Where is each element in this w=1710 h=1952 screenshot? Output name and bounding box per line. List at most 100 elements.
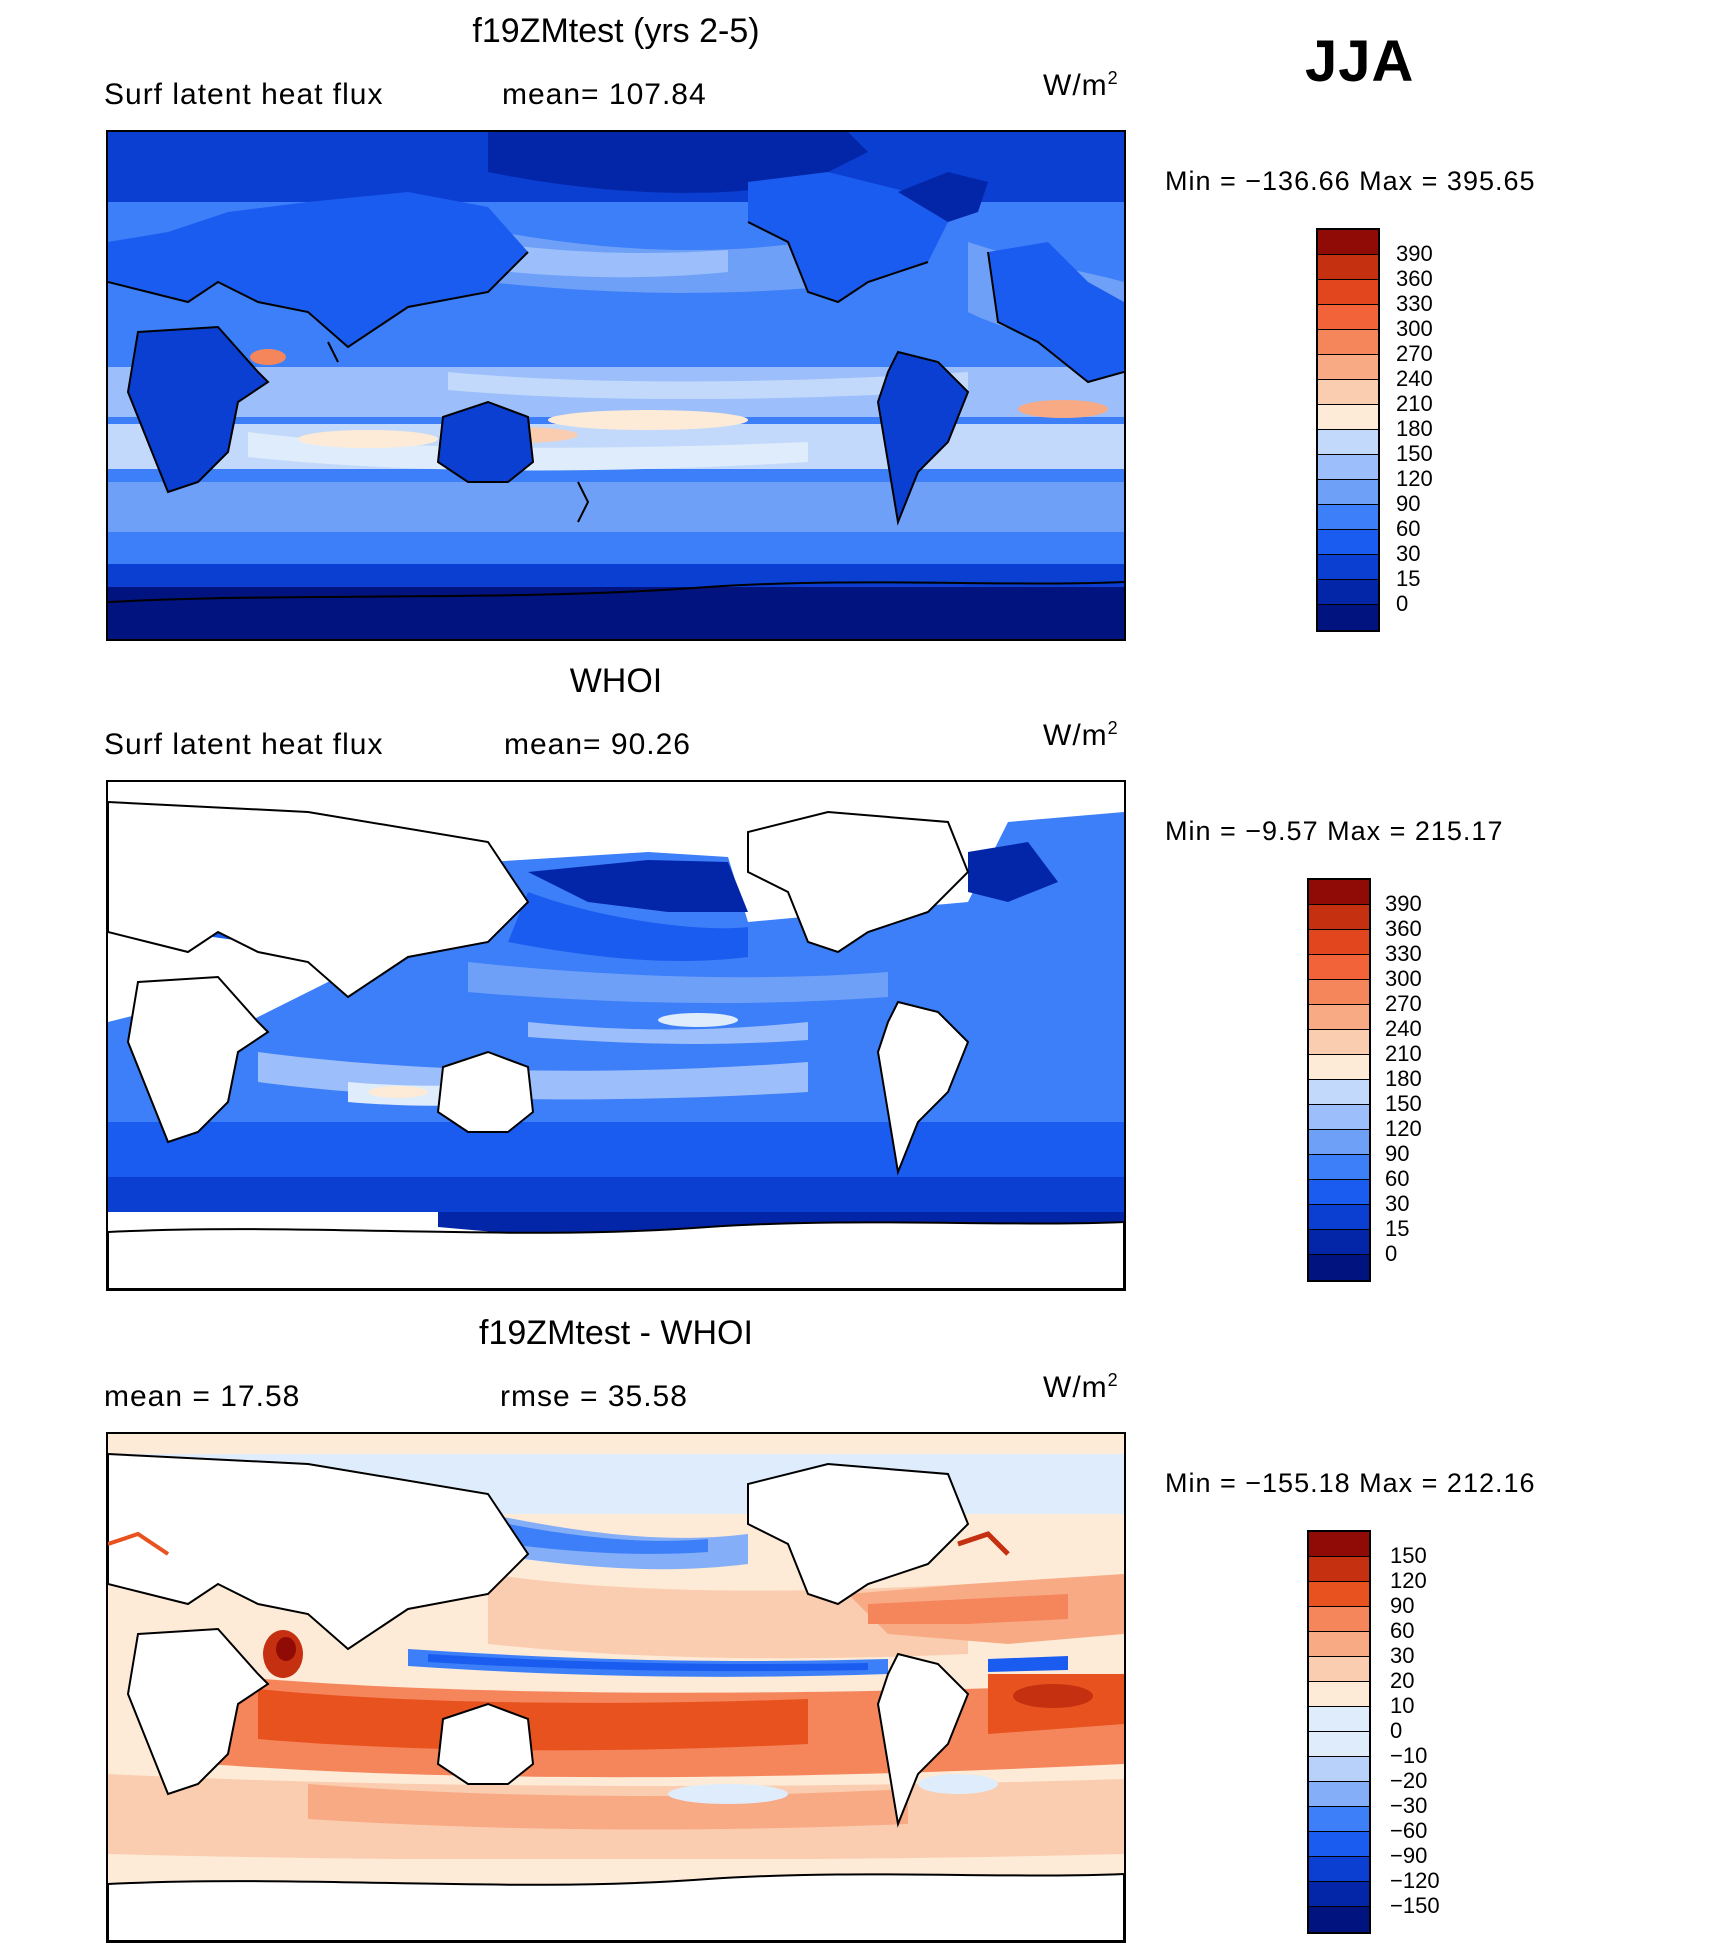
- colorbar-tick-label: 330: [1396, 290, 1433, 316]
- colorbar-swatch: [1309, 1607, 1369, 1632]
- panel-2-colorbar: [1307, 878, 1371, 1282]
- colorbar-tick-label: 180: [1385, 1065, 1422, 1091]
- colorbar-swatch: [1318, 455, 1378, 480]
- colorbar-swatch: [1309, 880, 1369, 905]
- colorbar-swatch: [1309, 1105, 1369, 1130]
- colorbar-swatch: [1309, 930, 1369, 955]
- colorbar-swatch: [1309, 1757, 1369, 1782]
- colorbar-swatch: [1318, 555, 1378, 580]
- colorbar-swatch: [1309, 1682, 1369, 1707]
- colorbar-tick-label: 210: [1385, 1040, 1422, 1066]
- colorbar-tick-label: 30: [1390, 1642, 1415, 1668]
- colorbar-tick-label: 15: [1385, 1215, 1410, 1241]
- panel-2-units: W/m2: [1043, 718, 1119, 752]
- colorbar-swatch: [1318, 380, 1378, 405]
- panel-2-title: WHOI: [569, 662, 663, 700]
- colorbar-swatch: [1309, 1582, 1369, 1607]
- colorbar-swatch: [1309, 1055, 1369, 1080]
- colorbar-tick-label: −20: [1390, 1767, 1428, 1793]
- colorbar-tick-label: 0: [1385, 1240, 1398, 1266]
- colorbar-tick-label: 120: [1390, 1567, 1427, 1593]
- colorbar-swatch: [1309, 1557, 1369, 1582]
- colorbar-swatch: [1309, 1782, 1369, 1807]
- colorbar-swatch: [1309, 1732, 1369, 1757]
- colorbar-swatch: [1309, 1907, 1369, 1932]
- difference-map: [108, 1434, 1124, 1941]
- colorbar-tick-label: 270: [1385, 990, 1422, 1016]
- colorbar-tick-label: 120: [1385, 1115, 1422, 1141]
- colorbar-tick-label: 30: [1385, 1190, 1410, 1216]
- colorbar-tick-label: 10: [1390, 1692, 1415, 1718]
- panel-3-title: f19ZMtest - WHOI: [479, 1314, 753, 1352]
- colorbar-swatch: [1309, 1832, 1369, 1857]
- colorbar-tick-label: 300: [1396, 315, 1433, 341]
- colorbar-swatch: [1309, 1632, 1369, 1657]
- colorbar-tick-label: 90: [1396, 490, 1421, 516]
- colorbar-tick-label: 270: [1396, 340, 1433, 366]
- colorbar-tick-label: 30: [1396, 540, 1421, 566]
- colorbar-swatch: [1309, 980, 1369, 1005]
- colorbar-tick-label: 180: [1396, 415, 1433, 441]
- colorbar-tick-label: 15: [1396, 565, 1421, 591]
- colorbar-tick-label: 390: [1385, 890, 1422, 916]
- colorbar-swatch: [1309, 1807, 1369, 1832]
- colorbar-swatch: [1318, 430, 1378, 455]
- panel-2-map: [106, 780, 1126, 1291]
- colorbar-tick-label: 0: [1390, 1717, 1403, 1743]
- colorbar-swatch: [1318, 580, 1378, 605]
- colorbar-swatch: [1318, 355, 1378, 380]
- colorbar-tick-label: 20: [1390, 1667, 1415, 1693]
- colorbar-swatch: [1318, 330, 1378, 355]
- colorbar-swatch: [1318, 280, 1378, 305]
- colorbar-tick-label: 150: [1385, 1090, 1422, 1116]
- colorbar-tick-label: 300: [1385, 965, 1422, 991]
- colorbar-tick-label: 60: [1385, 1165, 1410, 1191]
- colorbar-swatch: [1318, 405, 1378, 430]
- colorbar-tick-label: 330: [1385, 940, 1422, 966]
- colorbar-tick-label: −60: [1390, 1817, 1428, 1843]
- colorbar-swatch: [1309, 1005, 1369, 1030]
- colorbar-swatch: [1309, 955, 1369, 980]
- panel-2-mean-label: mean= 90.26: [504, 728, 691, 761]
- panel-1-variable-label: Surf latent heat flux: [104, 78, 384, 111]
- colorbar-swatch: [1309, 1030, 1369, 1055]
- colorbar-tick-label: 60: [1390, 1617, 1415, 1643]
- colorbar-swatch: [1309, 1857, 1369, 1882]
- colorbar-tick-label: 150: [1390, 1542, 1427, 1568]
- colorbar-swatch: [1318, 255, 1378, 280]
- colorbar-tick-label: 390: [1396, 240, 1433, 266]
- colorbar-tick-label: 150: [1396, 440, 1433, 466]
- colorbar-tick-label: 210: [1396, 390, 1433, 416]
- colorbar-tick-label: 240: [1396, 365, 1433, 391]
- colorbar-tick-label: 360: [1396, 265, 1433, 291]
- panel-3-minmax: Min = −155.18 Max = 212.16: [1165, 1468, 1536, 1498]
- colorbar-tick-label: −120: [1390, 1867, 1440, 1893]
- panel-3-rmse-label: rmse = 35.58: [500, 1380, 688, 1413]
- colorbar-swatch: [1309, 1657, 1369, 1682]
- colorbar-swatch: [1309, 1255, 1369, 1280]
- season-label: JJA: [1305, 29, 1415, 94]
- panel-3-units: W/m2: [1043, 1370, 1119, 1404]
- colorbar-swatch: [1309, 1205, 1369, 1230]
- panel-1-minmax: Min = −136.66 Max = 395.65: [1165, 166, 1536, 196]
- colorbar-tick-label: 360: [1385, 915, 1422, 941]
- panel-3-map: [106, 1432, 1126, 1943]
- colorbar-swatch: [1318, 480, 1378, 505]
- colorbar-swatch: [1309, 1080, 1369, 1105]
- colorbar-tick-label: −150: [1390, 1892, 1440, 1918]
- panel-2-minmax: Min = −9.57 Max = 215.17: [1165, 816, 1504, 846]
- colorbar-tick-label: −10: [1390, 1742, 1428, 1768]
- observed-flux-map: [108, 782, 1124, 1289]
- panel-1-colorbar: [1316, 228, 1380, 632]
- colorbar-tick-label: 0: [1396, 590, 1409, 616]
- colorbar-tick-label: −30: [1390, 1792, 1428, 1818]
- colorbar-swatch: [1309, 1230, 1369, 1255]
- panel-2-variable-label: Surf latent heat flux: [104, 728, 384, 761]
- colorbar-tick-label: 90: [1385, 1140, 1410, 1166]
- panel-1-title: f19ZMtest (yrs 2-5): [472, 12, 760, 50]
- colorbar-tick-label: 120: [1396, 465, 1433, 491]
- colorbar-swatch: [1318, 530, 1378, 555]
- colorbar-tick-label: 60: [1396, 515, 1421, 541]
- colorbar-swatch: [1309, 1532, 1369, 1557]
- colorbar-tick-label: 90: [1390, 1592, 1415, 1618]
